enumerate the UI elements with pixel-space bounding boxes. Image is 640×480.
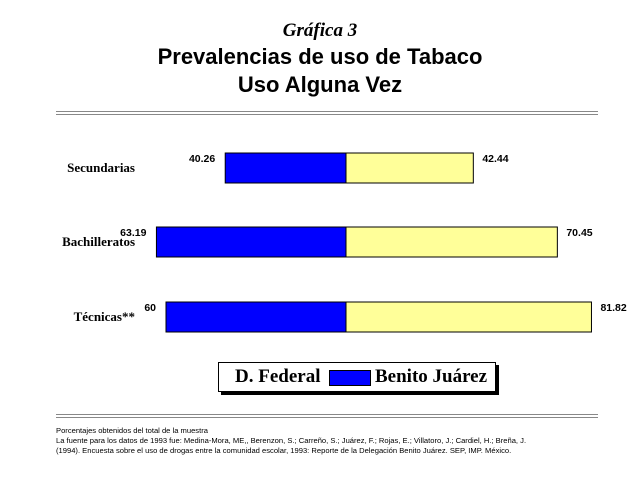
bar-d-federal-1 (155, 226, 347, 258)
data-label-benito-juarez-0: 42.44 (482, 153, 508, 165)
data-label-d-federal-1: 63.19 (120, 227, 146, 239)
bar-d-federal-0 (224, 152, 347, 184)
legend-swatch-d-federal (329, 370, 371, 386)
top-rule (56, 111, 598, 112)
data-label-d-federal-2: 60 (144, 302, 156, 314)
chart-subtitle: Uso Alguna Vez (237, 72, 403, 97)
bottom-rule-2 (56, 417, 598, 418)
bar-benito-juarez-1 (345, 226, 558, 258)
footnotes: Porcentajes obtenidos del total de la mu… (56, 426, 616, 456)
data-label-d-federal-0: 40.26 (189, 153, 215, 165)
footnote-source: La fuente para los datos de 1993 fue: Me… (56, 436, 527, 445)
data-label-benito-juarez-2: 81.82 (600, 302, 626, 314)
footnote-sample: Porcentajes obtenidos del total de la mu… (56, 426, 208, 435)
bar-benito-juarez-2 (345, 301, 592, 333)
category-label-0: Secundarias (67, 160, 135, 175)
top-rule-2 (56, 114, 598, 115)
bottom-rule (56, 414, 598, 415)
legend-label-d-federal: D. Federal (235, 366, 321, 387)
legend-label-benito-juarez: Benito Juárez (375, 366, 488, 387)
bar-benito-juarez-0 (345, 152, 474, 184)
category-label-2: Técnicas** (74, 309, 135, 324)
chart-title: Prevalencias de uso de Tabaco (157, 44, 483, 69)
category-label-1: Bachilleratos (62, 234, 135, 249)
bar-d-federal-2 (165, 301, 347, 333)
data-label-benito-juarez-1: 70.45 (566, 227, 592, 239)
legend: D. Federal Benito Juárez (218, 362, 496, 392)
footnote-citation: (1994). Encuesta sobre el uso de drogas … (56, 446, 512, 455)
figure-label: Gráfica 3 (282, 20, 358, 41)
